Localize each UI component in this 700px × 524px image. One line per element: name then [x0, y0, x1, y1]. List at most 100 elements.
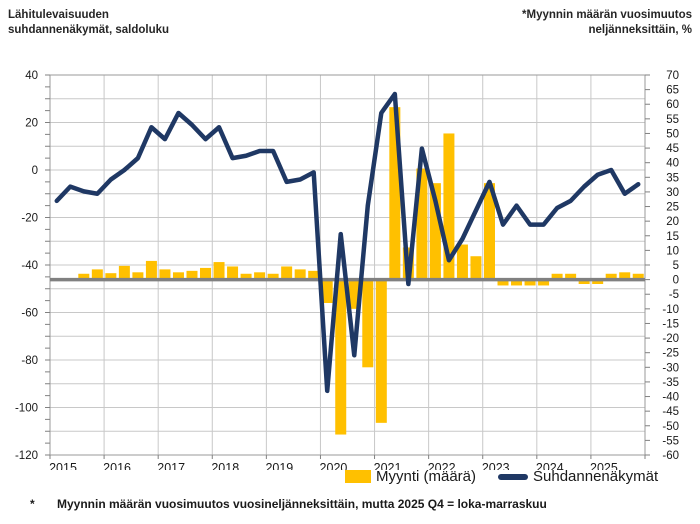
legend-label-outlook: Suhdannenäkymät — [533, 468, 659, 485]
sales-bar — [321, 279, 333, 303]
x-axis-year-label: 2018 — [211, 461, 239, 470]
sales-bar — [132, 272, 144, 280]
left-axis-tick-label: 20 — [25, 118, 38, 130]
sales-bar — [335, 279, 347, 435]
sales-bar — [456, 244, 468, 280]
sales-bar — [294, 269, 306, 280]
right-axis-tick-label: 40 — [666, 158, 679, 170]
left-axis-tick-label: -60 — [21, 308, 38, 320]
right-axis-title-line1: *Myynnin määrän vuosimuutos — [522, 9, 692, 21]
sales-bar — [483, 183, 495, 280]
combo-chart: 40 20 0 -20 -40 -60 -80 -100 -120 70 65 60 55 50 45 40 3… — [15, 70, 679, 475]
sales-bar — [281, 266, 293, 280]
right-axis-tick-label: -25 — [662, 348, 679, 360]
left-axis-title: Lähitulevaisuuden suhdannenäkymät, saldo… — [8, 8, 169, 38]
right-axis-tick-label: 60 — [666, 99, 679, 111]
right-axis-tick-label: 25 — [666, 202, 679, 214]
sales-bar — [538, 279, 550, 286]
sales-bar — [524, 279, 536, 286]
x-axis-year-label: 2017 — [157, 461, 185, 470]
right-axis-tick-label: 50 — [666, 128, 679, 140]
sales-bar-swatch — [345, 470, 371, 483]
right-axis-tick-label: -50 — [662, 421, 679, 433]
sales-bar — [619, 272, 631, 280]
legend-item-sales: Myynti (määrä) — [345, 468, 476, 485]
right-axis-tick-label: -30 — [662, 362, 679, 374]
right-axis-tick-label: -20 — [662, 333, 679, 345]
outlook-line-swatch — [498, 473, 529, 480]
left-axis-tick-label: -40 — [21, 260, 38, 272]
x-axis-year-label: 2015 — [49, 461, 77, 470]
sales-bar — [470, 256, 482, 280]
sales-bar — [389, 107, 401, 280]
sales-bar — [308, 270, 320, 280]
right-axis-tick-label: -45 — [662, 406, 679, 418]
sales-bar — [632, 273, 644, 280]
right-axis-tick-label: 0 — [673, 275, 679, 287]
right-axis-tick-label: 20 — [666, 216, 679, 228]
sales-bar — [429, 183, 441, 280]
footnote-marker: * — [30, 497, 35, 511]
outlook-line — [54, 91, 641, 394]
sales-bar — [443, 133, 455, 280]
right-axis-tick-label: 45 — [666, 143, 679, 155]
right-axis-tick-label: 5 — [673, 260, 679, 272]
right-axis-tick-label: 30 — [666, 187, 679, 199]
sales-bar — [416, 168, 428, 280]
sales-bar — [578, 279, 590, 284]
sales-bar — [592, 279, 604, 284]
right-axis-tick-label: -40 — [662, 392, 679, 404]
left-axis-tick-label: 0 — [32, 165, 38, 177]
sales-bar — [375, 279, 387, 423]
sales-bar — [511, 279, 523, 286]
right-axis-title-line2: neljänneksittäin, % — [588, 24, 692, 36]
sales-bar — [565, 273, 577, 280]
x-axis-year-label: 2020 — [320, 461, 348, 470]
right-axis-title: *Myynnin määrän vuosimuutos neljänneksit… — [522, 8, 692, 38]
sales-bar — [145, 260, 157, 280]
right-axis-tick-label: -5 — [669, 289, 679, 301]
sales-bar — [118, 265, 130, 280]
sales-bar — [227, 266, 239, 280]
sales-bar — [362, 279, 374, 368]
sales-bar — [254, 272, 266, 280]
chart-legend: Myynti (määrä) Suhdannenäkymät — [345, 468, 658, 485]
sales-bar — [105, 273, 117, 280]
left-axis-tick-label: -120 — [15, 450, 38, 462]
chart-plot-area: 40200-20-40-60-80-100-120706560555045403… — [15, 70, 679, 475]
left-axis-tick-label: -100 — [15, 403, 38, 415]
sales-bar — [78, 273, 90, 280]
sales-bar — [551, 273, 563, 280]
right-axis-tick-label: 10 — [666, 245, 679, 257]
left-axis-tick-label: -20 — [21, 213, 38, 225]
legend-item-outlook: Suhdannenäkymät — [498, 468, 658, 485]
sales-bar — [213, 262, 225, 280]
sales-bar — [267, 273, 279, 280]
sales-bar — [605, 273, 617, 280]
right-axis-tick-label: -15 — [662, 318, 679, 330]
right-axis-tick-label: -35 — [662, 377, 679, 389]
sales-bar — [91, 269, 103, 280]
right-axis-tick-label: 65 — [666, 85, 679, 97]
sales-bar — [172, 272, 184, 280]
left-axis-tick-label: -80 — [21, 355, 38, 367]
right-axis-tick-label: 70 — [666, 70, 679, 82]
right-axis-tick-label: 55 — [666, 114, 679, 126]
left-axis-title-line2: suhdannenäkymät, saldoluku — [8, 24, 170, 36]
sales-bar — [497, 279, 509, 286]
right-axis-tick-label: -60 — [662, 450, 679, 462]
legend-label-sales: Myynti (määrä) — [376, 468, 477, 485]
footnote-text: Myynnin määrän vuosimuutos vuosineljänne… — [57, 497, 547, 511]
right-axis-tick-label: 15 — [666, 231, 679, 243]
sales-bar — [186, 270, 198, 280]
sales-bar — [159, 269, 171, 280]
right-axis-tick-label: -10 — [662, 304, 679, 316]
sales-bar — [348, 279, 360, 309]
sales-bar — [240, 273, 252, 280]
right-axis-tick-label: 35 — [666, 172, 679, 184]
x-axis-year-label: 2016 — [103, 461, 131, 470]
left-axis-title-line1: Lähitulevaisuuden — [8, 9, 109, 21]
sales-bar — [200, 267, 212, 280]
left-axis-tick-label: 40 — [25, 70, 38, 82]
